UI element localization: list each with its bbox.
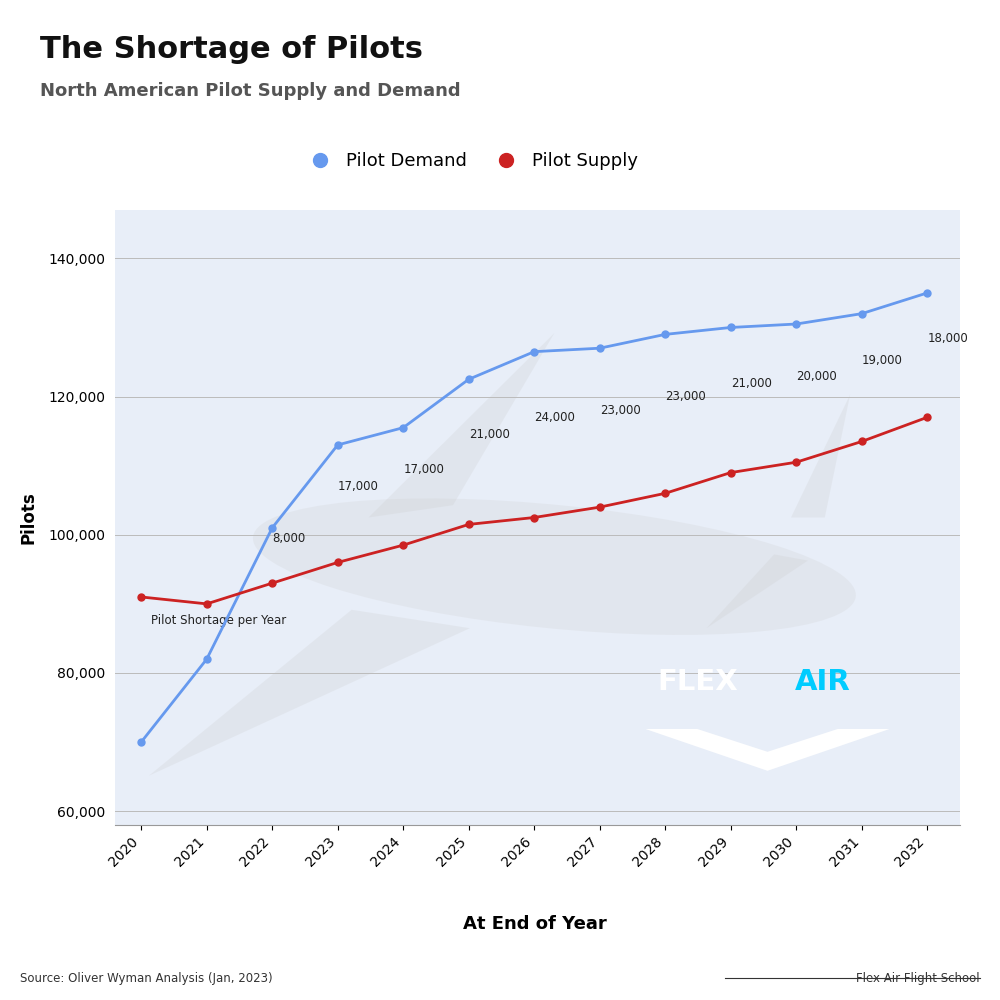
- Text: 21,000: 21,000: [469, 428, 510, 441]
- Text: The Shortage of Pilots: The Shortage of Pilots: [40, 35, 423, 64]
- Text: 17,000: 17,000: [403, 463, 444, 476]
- Text: Pilot Shortage per Year: Pilot Shortage per Year: [151, 614, 286, 627]
- Text: North American Pilot Supply and Demand: North American Pilot Supply and Demand: [40, 82, 461, 100]
- Polygon shape: [368, 333, 554, 518]
- Polygon shape: [791, 394, 850, 518]
- Text: 8,000: 8,000: [272, 532, 305, 545]
- Polygon shape: [149, 610, 470, 776]
- Text: FLEX: FLEX: [657, 668, 738, 696]
- Text: 19,000: 19,000: [862, 354, 903, 367]
- Polygon shape: [706, 554, 808, 628]
- Ellipse shape: [253, 498, 856, 635]
- Text: 18,000: 18,000: [927, 332, 968, 345]
- Text: 17,000: 17,000: [338, 480, 379, 493]
- Text: 20,000: 20,000: [796, 370, 837, 383]
- Y-axis label: Pilots: Pilots: [19, 491, 37, 544]
- Legend: Pilot Demand, Pilot Supply: Pilot Demand, Pilot Supply: [295, 145, 645, 178]
- Text: 23,000: 23,000: [600, 404, 640, 417]
- Text: 24,000: 24,000: [534, 411, 575, 424]
- Text: 23,000: 23,000: [665, 390, 706, 403]
- Text: Source: Oliver Wyman Analysis (Jan, 2023): Source: Oliver Wyman Analysis (Jan, 2023…: [20, 972, 273, 985]
- Polygon shape: [646, 729, 890, 771]
- Text: AIR: AIR: [795, 668, 850, 696]
- Text: Flex Air Flight School: Flex Air Flight School: [856, 972, 980, 985]
- Text: At End of Year: At End of Year: [463, 915, 607, 933]
- Text: 21,000: 21,000: [731, 377, 772, 390]
